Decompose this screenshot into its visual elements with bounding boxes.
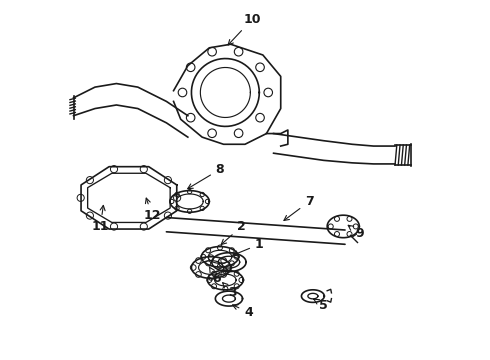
Text: 8: 8 xyxy=(188,163,224,189)
Text: 7: 7 xyxy=(284,195,314,220)
Text: 10: 10 xyxy=(228,13,261,45)
Text: 2: 2 xyxy=(221,220,246,244)
Text: 12: 12 xyxy=(144,198,161,222)
Text: 4: 4 xyxy=(233,305,253,319)
Text: 6: 6 xyxy=(209,267,220,285)
Text: 1: 1 xyxy=(233,238,264,256)
Text: 9: 9 xyxy=(348,225,364,240)
Text: 11: 11 xyxy=(92,206,109,233)
Text: 5: 5 xyxy=(314,298,328,312)
Text: 3: 3 xyxy=(222,283,237,299)
